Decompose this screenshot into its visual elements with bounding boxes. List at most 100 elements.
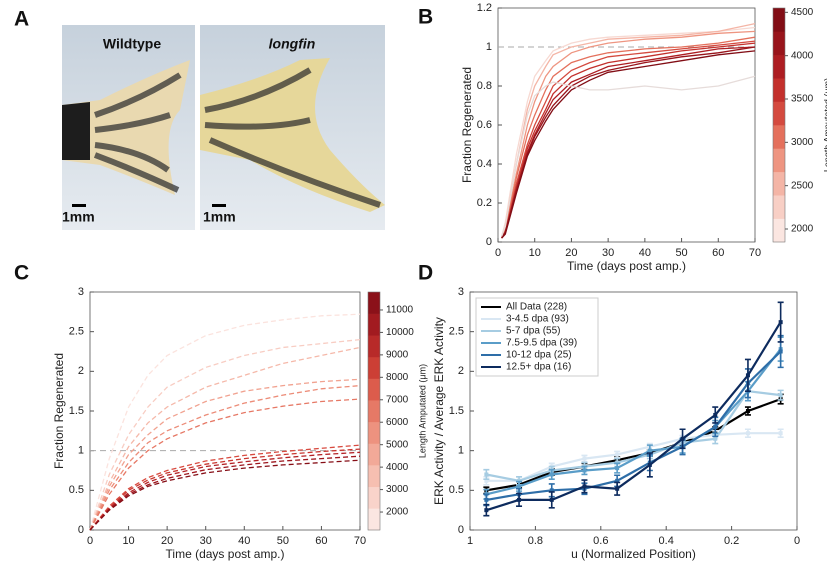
colorbar-segment bbox=[368, 400, 380, 423]
legend-label: 7.5-9.5 dpa (39) bbox=[506, 338, 577, 349]
photo-left bbox=[62, 25, 195, 230]
data-point bbox=[517, 497, 522, 502]
y-tick-label: 1 bbox=[78, 445, 84, 457]
colorbar-tick-label: 7000 bbox=[386, 394, 409, 405]
data-point bbox=[680, 436, 685, 441]
x-tick-label: 0.8 bbox=[528, 535, 543, 547]
x-tick-label: 0 bbox=[495, 247, 501, 259]
data-point bbox=[582, 456, 587, 461]
data-point bbox=[713, 424, 718, 429]
colorbar-segment bbox=[773, 31, 785, 56]
x-axis-label: Time (days post amp.) bbox=[166, 547, 285, 561]
data-point bbox=[647, 448, 652, 453]
data-point bbox=[778, 393, 783, 398]
scale-bar-label: 1mm bbox=[203, 209, 236, 225]
data-point bbox=[615, 486, 620, 491]
data-line bbox=[89, 338, 361, 531]
legend-label: 10-12 dpa (25) bbox=[506, 350, 572, 361]
data-point bbox=[713, 436, 718, 441]
x-tick-label: 0.4 bbox=[659, 535, 674, 547]
x-axis-label: Time (days post amp.) bbox=[567, 259, 686, 273]
y-tick-label: 1.2 bbox=[477, 2, 492, 14]
colorbar-label: Length Amputated (μm) bbox=[822, 78, 827, 172]
y-tick-label: 1 bbox=[486, 41, 492, 53]
y-tick-label: 2.5 bbox=[449, 326, 464, 338]
y-tick-label: 2.5 bbox=[69, 326, 84, 338]
x-tick-label: 20 bbox=[565, 247, 577, 259]
data-line bbox=[486, 348, 782, 496]
y-tick-label: 1.5 bbox=[449, 405, 464, 417]
scale-bar-label: 1mm bbox=[62, 209, 95, 225]
data-line bbox=[501, 75, 756, 237]
legend-label: All Data (228) bbox=[506, 302, 567, 313]
data-line bbox=[501, 40, 756, 239]
colorbar-segment bbox=[368, 292, 380, 314]
colorbar-segment bbox=[773, 195, 785, 219]
colorbar-segment bbox=[773, 148, 785, 173]
colorbar-segment bbox=[773, 8, 785, 32]
panel-letter: A bbox=[14, 8, 29, 31]
colorbar-segment bbox=[773, 78, 785, 102]
x-tick-label: 40 bbox=[639, 247, 651, 259]
colorbar-segment bbox=[773, 125, 785, 149]
colorbar-tick-label: 4500 bbox=[791, 7, 814, 18]
x-tick-label: 50 bbox=[277, 535, 289, 547]
colorbar-segment bbox=[368, 335, 380, 358]
data-point bbox=[745, 373, 750, 378]
data-point bbox=[549, 488, 554, 493]
x-axis-label: u (Normalized Position) bbox=[571, 547, 696, 561]
data-point bbox=[745, 409, 750, 413]
data-line bbox=[501, 26, 756, 237]
y-tick-label: 0.2 bbox=[477, 197, 492, 209]
data-point bbox=[549, 497, 554, 502]
colorbar-segment bbox=[773, 218, 785, 243]
y-axis-label: Fraction Regenerated bbox=[52, 353, 66, 469]
colorbar-segment bbox=[368, 378, 380, 401]
colorbar-segment bbox=[368, 313, 380, 336]
data-point bbox=[549, 472, 554, 477]
y-axis-label: ERK Activity / Average ERK Activity bbox=[432, 317, 446, 505]
x-tick-label: 1 bbox=[467, 535, 473, 547]
y-tick-label: 1 bbox=[458, 445, 464, 457]
data-point bbox=[745, 431, 750, 436]
colorbar-tick-label: 6000 bbox=[386, 417, 409, 428]
data-line bbox=[89, 448, 361, 531]
colorbar-segment bbox=[368, 443, 380, 466]
data-point bbox=[484, 497, 489, 502]
data-line bbox=[89, 444, 361, 531]
data-point bbox=[582, 484, 587, 489]
x-tick-label: 20 bbox=[161, 535, 173, 547]
photo-label: Wildtype bbox=[103, 36, 161, 52]
x-tick-label: 70 bbox=[749, 247, 761, 259]
data-point bbox=[484, 508, 489, 513]
colorbar-tick-label: 10000 bbox=[386, 327, 414, 338]
data-line bbox=[501, 36, 756, 239]
colorbar-tick-label: 2000 bbox=[386, 507, 409, 518]
data-point bbox=[582, 468, 587, 473]
x-tick-label: 0.6 bbox=[593, 535, 608, 547]
data-point bbox=[484, 472, 489, 477]
data-line bbox=[89, 455, 361, 531]
panel-letter: D bbox=[418, 262, 433, 285]
y-tick-label: 0.5 bbox=[69, 484, 84, 496]
colorbar-segment bbox=[368, 421, 380, 444]
colorbar-tick-label: 3000 bbox=[791, 137, 814, 148]
x-tick-label: 60 bbox=[712, 247, 724, 259]
data-point bbox=[778, 349, 783, 354]
data-line bbox=[486, 321, 782, 512]
data-line bbox=[89, 459, 361, 531]
data-line bbox=[89, 451, 361, 531]
data-point bbox=[517, 484, 522, 489]
legend-box bbox=[475, 297, 599, 377]
y-tick-label: 0 bbox=[458, 524, 464, 536]
x-tick-label: 70 bbox=[354, 535, 366, 547]
data-line bbox=[486, 350, 782, 501]
y-tick-label: 2 bbox=[458, 365, 464, 377]
colorbar-tick-label: 2000 bbox=[791, 224, 814, 235]
legend-label: 3-4.5 dpa (93) bbox=[506, 314, 569, 325]
photo-right bbox=[200, 25, 385, 230]
colorbar-tick-label: 3000 bbox=[386, 484, 409, 495]
x-tick-label: 0 bbox=[87, 535, 93, 547]
data-point bbox=[778, 431, 783, 436]
data-point bbox=[778, 320, 783, 325]
